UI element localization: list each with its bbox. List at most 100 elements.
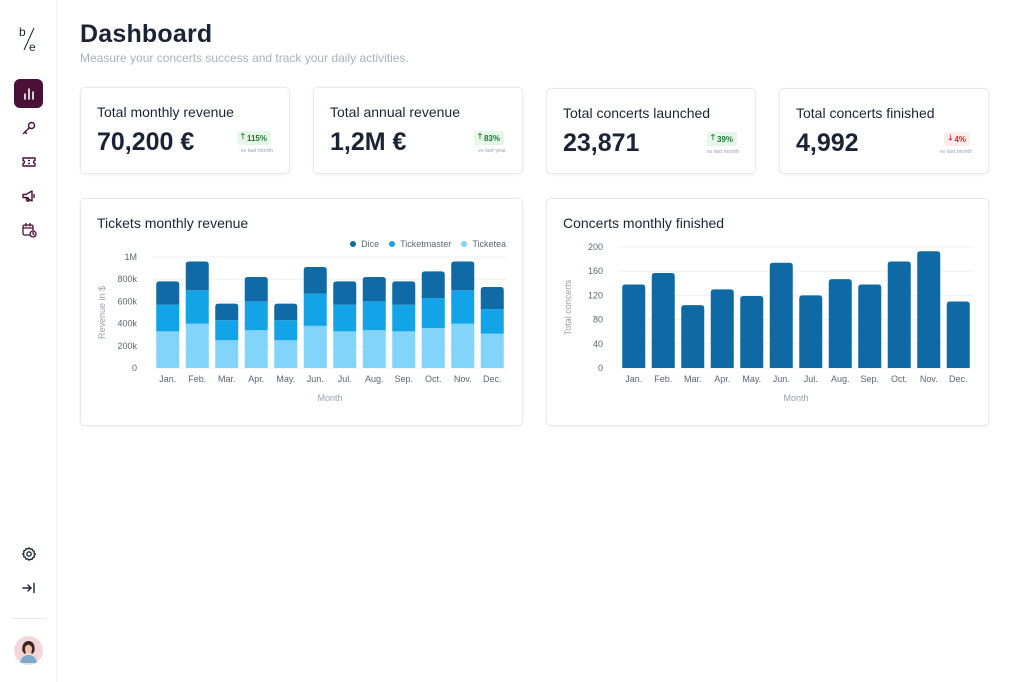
bar-segment <box>303 266 327 294</box>
x-tick-label: Jun. <box>307 374 324 384</box>
bar-segment <box>858 284 882 368</box>
bar-segment <box>451 290 475 324</box>
megaphone-icon <box>21 189 35 202</box>
chart-title: Tickets monthly revenue <box>97 215 249 231</box>
sidebar-divider <box>12 618 45 619</box>
x-tick-label: Feb. <box>654 374 672 384</box>
key-icon <box>22 121 35 134</box>
bar-segment <box>799 295 823 368</box>
legend-item-ticketea[interactable]: Ticketea <box>461 239 506 249</box>
kpi-note: vs last month <box>939 149 972 155</box>
chart-title: Concerts monthly finished <box>563 215 725 231</box>
bar-segment <box>392 281 416 305</box>
y-axis-title: Revenue in $ <box>97 286 107 339</box>
bar-segment <box>156 304 180 332</box>
legend-dot <box>461 241 468 247</box>
x-tick-label: May. <box>276 374 295 384</box>
x-tick-label: Aug. <box>365 374 384 384</box>
tickets-revenue-chart: 0 200k 400k 600k 800k 1M Jan. Feb. Mar. Apr. May. J… <box>97 252 507 403</box>
kpi-title: Total concerts launched <box>563 105 711 121</box>
bar-segment <box>215 320 239 341</box>
y-axis-title: Total concerts <box>563 279 573 335</box>
x-tick-label: Dec. <box>483 374 502 384</box>
trend-badge: 🡑 83% <box>473 131 504 145</box>
x-tick-label: Jul. <box>804 374 818 384</box>
x-tick-label: Oct. <box>425 374 442 384</box>
bar-segment <box>392 304 416 332</box>
bar-segment <box>244 330 268 368</box>
bar-segment <box>244 301 268 331</box>
arrow-up-icon: 🡑 <box>240 132 245 141</box>
x-tick-label: Aug. <box>831 374 850 384</box>
page-subtitle: Measure your concerts success and track … <box>80 51 409 65</box>
bar-segment <box>421 298 445 329</box>
bar-segment <box>622 284 646 368</box>
x-tick-label: Dec. <box>949 374 968 384</box>
kpi-note: vs last year <box>478 148 506 154</box>
y-tick-label: 200 <box>588 242 603 252</box>
x-tick-label: Jan. <box>159 374 176 384</box>
bar-segment <box>451 261 475 291</box>
bar-segment <box>362 301 386 331</box>
bar-segment <box>274 340 298 368</box>
arrow-up-icon: 🡑 <box>477 132 482 141</box>
kpi-note: vs last month <box>240 148 273 154</box>
x-axis-title: Month <box>783 393 808 403</box>
kpi-title: Total annual revenue <box>330 104 460 120</box>
ticket-icon <box>21 156 36 167</box>
svg-text:b: b <box>19 25 26 39</box>
kpi-note: vs last month <box>706 149 739 155</box>
y-tick-label: 40 <box>593 339 603 349</box>
bar-segment <box>946 301 970 368</box>
nav-access[interactable] <box>14 113 43 142</box>
x-tick-label: Mar. <box>218 374 236 384</box>
trend-badge: 🡓 4% <box>944 132 970 146</box>
bar-segment <box>185 261 209 291</box>
trend-badge: 🡑 39% <box>706 132 737 146</box>
kpi-value: 23,871 <box>563 129 640 157</box>
legend-item-ticketmaster[interactable]: Ticketmaster <box>389 239 451 249</box>
bar-segment <box>274 303 298 321</box>
collapse-sidebar-button[interactable] <box>14 573 43 602</box>
x-tick-label: Nov. <box>920 374 938 384</box>
x-tick-label: Mar. <box>684 374 702 384</box>
y-tick-label: 0 <box>598 363 603 373</box>
gear-icon <box>21 546 36 561</box>
x-tick-label: May. <box>742 374 761 384</box>
nav-tickets[interactable] <box>14 147 43 176</box>
x-tick-label: Sep. <box>394 374 413 384</box>
bar-segment <box>303 293 327 326</box>
kpi-card-annual-revenue: Total annual revenue 1,2M € 🡑 83% vs last… <box>313 87 523 174</box>
nav-marketing[interactable] <box>14 181 43 210</box>
y-tick-label: 400k <box>117 319 137 329</box>
bar-segment <box>244 276 268 302</box>
nav-settings[interactable] <box>14 539 43 568</box>
kpi-card-concerts-finished: Total concerts finished 4,992 🡓 4% vs las… <box>779 88 989 174</box>
y-tick-label: 80 <box>593 315 603 325</box>
nav-schedule[interactable] <box>14 215 43 244</box>
calendar-clock-icon <box>21 222 37 238</box>
bar-segment <box>185 290 209 324</box>
legend-dot <box>350 241 357 247</box>
avatar[interactable] <box>14 636 43 665</box>
sidebar: b e <box>0 0 57 682</box>
x-tick-label: Jan. <box>625 374 642 384</box>
bar-segment <box>769 262 793 368</box>
bar-segment <box>480 309 504 334</box>
bar-segment <box>480 286 504 310</box>
y-tick-label: 600k <box>117 296 137 306</box>
y-tick-label: 1M <box>124 252 137 262</box>
legend-dot <box>389 241 396 247</box>
trend-badge: 🡑 115% <box>236 131 271 145</box>
tickets-revenue-card: 0 200k 400k 600k 800k 1M Jan. Feb. Mar. Apr. May. J… <box>80 198 523 426</box>
chart-legend: Dice Ticketmaster Ticketea <box>350 239 506 249</box>
bar-segment <box>887 261 911 368</box>
nav-dashboard[interactable] <box>14 79 43 108</box>
x-tick-label: Nov. <box>454 374 472 384</box>
y-tick-label: 160 <box>588 266 603 276</box>
brand-logo[interactable]: b e <box>18 24 40 54</box>
bar-segment <box>710 289 734 368</box>
bar-segment <box>215 303 239 321</box>
x-tick-label: Oct. <box>891 374 908 384</box>
legend-item-dice[interactable]: Dice <box>350 239 379 249</box>
